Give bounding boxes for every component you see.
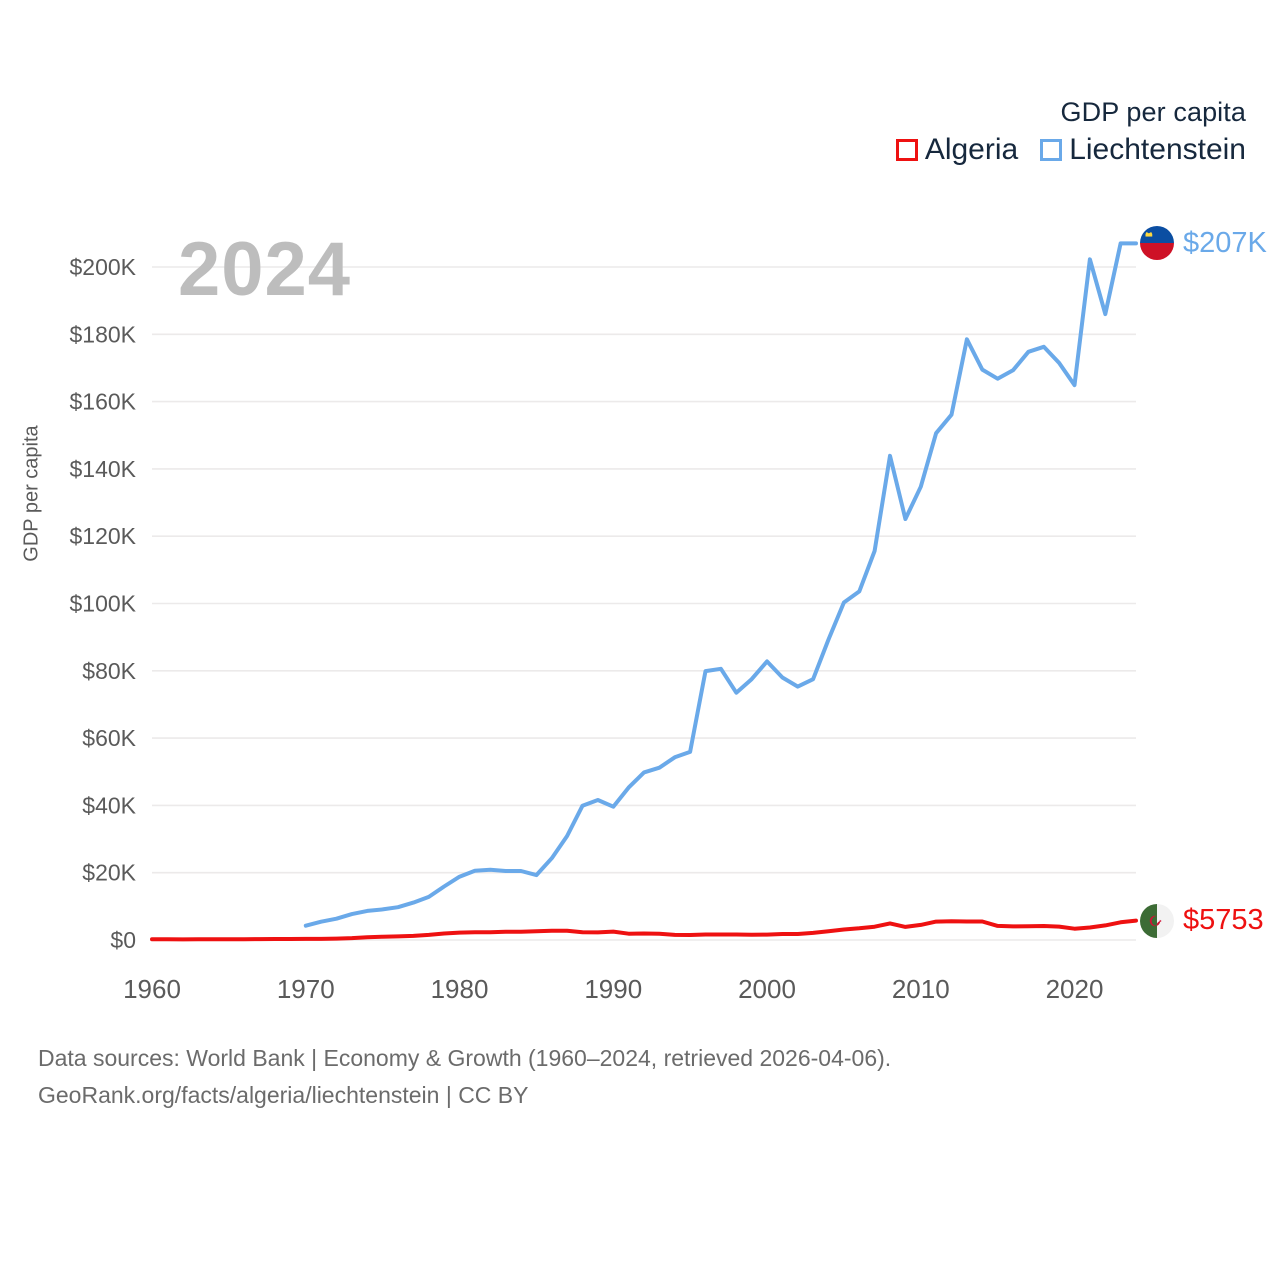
y-tick-label: $100K — [69, 591, 136, 617]
plot-svg: $0 $20K $40K $60K $80K $100K $120K $140K $160K $1… — [69, 241, 1138, 1004]
endpoint-algeria: $5753 — [1140, 903, 1264, 938]
series-line-algeria — [150, 918, 1138, 942]
y-tick-label: $160K — [69, 389, 136, 415]
legend-items: Algeria Liechtenstein — [895, 132, 1246, 166]
endpoint-value-algeria: $5753 — [1183, 904, 1264, 937]
x-tick-labels: 1960 1970 1980 1990 2000 2010 2020 — [123, 974, 1103, 1004]
legend-swatch-liechtenstein — [1040, 138, 1063, 161]
plot-area: $0 $20K $40K $60K $80K $100K $120K $140K $160K $1… — [20, 226, 1267, 1004]
y-tick-label: $140K — [69, 456, 136, 482]
legend-label-algeria: Algeria — [924, 132, 1019, 166]
algeria-flag-icon — [1140, 903, 1174, 938]
y-tick-label: $80K — [82, 658, 136, 684]
x-tick-label: 1970 — [277, 974, 335, 1004]
legend-title: GDP per capita — [1060, 97, 1246, 127]
x-tick-label: 2020 — [1046, 974, 1104, 1004]
y-tick-label: $120K — [69, 523, 136, 549]
liechtenstein-flag-icon — [1140, 226, 1174, 261]
series-lines — [150, 241, 1138, 942]
footer-line-1: Data sources: World Bank | Economy & Gro… — [38, 1045, 892, 1071]
series-line-liechtenstein — [303, 241, 1138, 928]
legend-item-liechtenstein[interactable]: Liechtenstein — [1040, 132, 1246, 166]
y-tick-labels: $0 $20K $40K $60K $80K $100K $120K $140K $160K $1… — [69, 254, 136, 953]
y-tick-label: $180K — [69, 321, 136, 347]
chart-legend: GDP per capita Algeria Liechtenstein — [895, 96, 1246, 166]
footer-attribution: Data sources: World Bank | Economy & Gro… — [38, 1040, 891, 1115]
endpoint-liechtenstein: $207K — [1140, 226, 1267, 261]
x-tick-label: 2000 — [738, 974, 796, 1004]
y-tick-label: $200K — [69, 254, 136, 280]
watermark-year: 2024 — [178, 227, 352, 312]
footer-line-2[interactable]: GeoRank.org/facts/algeria/liechtenstein … — [38, 1082, 529, 1109]
gridlines — [152, 266, 1136, 941]
legend-label-liechtenstein: Liechtenstein — [1069, 132, 1246, 166]
endpoint-value-liechtenstein: $207K — [1183, 226, 1267, 259]
y-axis-title: GDP per capita — [20, 425, 43, 562]
legend-item-algeria[interactable]: Algeria — [895, 132, 1019, 166]
y-tick-label: $60K — [82, 725, 136, 751]
y-tick-label: $20K — [82, 860, 136, 886]
x-tick-label: 1990 — [584, 974, 642, 1004]
x-tick-label: 1960 — [123, 974, 181, 1004]
x-tick-label: 1980 — [431, 974, 489, 1004]
x-tick-label: 2010 — [892, 974, 950, 1004]
y-tick-label: $40K — [82, 792, 136, 818]
y-tick-label: $0 — [110, 927, 136, 953]
legend-swatch-algeria — [895, 138, 918, 161]
